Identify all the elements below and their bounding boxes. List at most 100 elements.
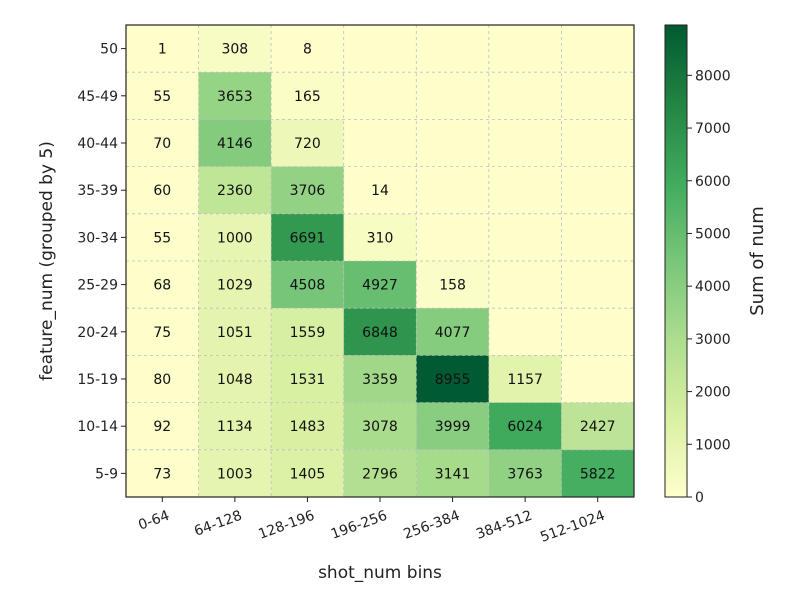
cell-value-label: 1051 xyxy=(217,325,253,341)
heatmap-cell xyxy=(343,213,417,261)
colorbar-tick-label: 8000 xyxy=(695,68,731,84)
heatmap-cell xyxy=(561,355,634,403)
heatmap-gridlines xyxy=(126,25,634,497)
heatmap-cell xyxy=(271,213,344,261)
heatmap-cell xyxy=(416,308,489,356)
heatmap-cell xyxy=(561,119,634,167)
y-axis-title: feature_num (grouped by 5) xyxy=(37,141,57,381)
heatmap-cell xyxy=(126,449,199,497)
cell-value-label: 73 xyxy=(153,466,171,482)
heatmap-cell xyxy=(198,355,272,403)
heatmap-cell xyxy=(126,355,199,403)
heatmap-cell xyxy=(343,261,417,309)
cell-value-label: 80 xyxy=(153,372,171,388)
x-tick-label: 64-128 xyxy=(192,508,244,540)
colorbar-tick-label: 4000 xyxy=(695,279,731,295)
heatmap-cell xyxy=(198,261,272,309)
colorbar-tick-label: 7000 xyxy=(695,121,731,137)
heatmap-cell xyxy=(198,25,272,73)
heatmap-cell xyxy=(198,449,272,497)
cell-value-label: 2427 xyxy=(580,419,616,435)
heatmap-cell xyxy=(126,119,199,167)
heatmap-cell xyxy=(198,308,272,356)
cell-value-label: 5822 xyxy=(580,466,616,482)
cell-value-label: 75 xyxy=(153,325,171,341)
heatmap-cell xyxy=(416,355,489,403)
heatmap-cell xyxy=(488,213,562,261)
cell-value-label: 8 xyxy=(303,42,312,58)
cell-value-label: 1134 xyxy=(217,419,253,435)
cell-value-label: 3359 xyxy=(362,372,398,388)
cell-value-label: 68 xyxy=(153,278,171,294)
plot-frame xyxy=(125,24,635,498)
cell-value-label: 4927 xyxy=(362,278,398,294)
colorbar-ticks: 0 1000 2000 3000 4000 5000 6000 7000 8000 xyxy=(687,68,731,506)
heatmap-cell xyxy=(561,166,634,214)
heatmap-cell xyxy=(343,449,417,497)
cell-value-label: 92 xyxy=(153,419,171,435)
cell-value-label: 165 xyxy=(294,89,321,105)
cell-value-label: 1003 xyxy=(217,466,253,482)
cell-value-label: 55 xyxy=(153,230,171,246)
heatmap-cell xyxy=(343,25,417,73)
heatmap-cell xyxy=(488,119,562,167)
cell-value-label: 1531 xyxy=(290,372,326,388)
heatmap-cell xyxy=(488,261,562,309)
cell-value-label: 6691 xyxy=(290,230,326,246)
cell-value-label: 3141 xyxy=(435,466,471,482)
heatmap-cell xyxy=(126,25,199,73)
cell-value-label: 158 xyxy=(439,278,466,294)
heatmap-cell xyxy=(126,72,199,120)
heatmap-cell xyxy=(561,402,634,450)
y-tick-label: 5-9 xyxy=(95,466,118,482)
y-axis-ticks: 50 45-49 40-44 35-39 30-34 25-29 20-24 15-19 10-… xyxy=(77,42,126,482)
y-tick-label: 35-39 xyxy=(77,183,118,199)
heatmap-cell xyxy=(271,166,344,214)
cell-value-label: 1157 xyxy=(507,372,543,388)
heatmap-cell xyxy=(343,402,417,450)
heatmap-cell xyxy=(271,355,344,403)
heatmap-cell xyxy=(271,72,344,120)
cell-value-label: 70 xyxy=(153,136,171,152)
x-axis-title: shot_num bins xyxy=(318,563,442,583)
colorbar-tick-label: 3000 xyxy=(695,332,731,348)
heatmap-cell xyxy=(126,213,199,261)
heatmap-cell xyxy=(416,261,489,309)
cell-value-label: 720 xyxy=(294,136,321,152)
heatmap-cell xyxy=(343,166,417,214)
heatmap-cell xyxy=(126,308,199,356)
heatmap-cell xyxy=(271,119,344,167)
heatmap-cell xyxy=(343,308,417,356)
cell-value-label: 1559 xyxy=(290,325,326,341)
heatmap-cell xyxy=(198,119,272,167)
x-tick-label: 0-64 xyxy=(136,508,171,534)
y-tick-label: 50 xyxy=(100,42,118,58)
cell-value-label: 8955 xyxy=(435,372,471,388)
heatmap-cell xyxy=(416,213,489,261)
heatmap-cell xyxy=(343,119,417,167)
heatmap-cell xyxy=(561,308,634,356)
cell-value-label: 14 xyxy=(371,183,389,199)
cell-value-label: 55 xyxy=(153,89,171,105)
heatmap-cell xyxy=(561,261,634,309)
heatmap-cell xyxy=(488,308,562,356)
heatmap-cell xyxy=(271,449,344,497)
heatmap-cell xyxy=(561,213,634,261)
cell-value-label: 2796 xyxy=(362,466,398,482)
colorbar-tick-label: 1000 xyxy=(695,437,731,453)
heatmap-cell xyxy=(488,355,562,403)
colorbar-tick-label: 0 xyxy=(695,490,704,506)
heatmap-cell xyxy=(488,449,562,497)
colorbar: 0 1000 2000 3000 4000 5000 6000 7000 8000 Sum of… xyxy=(664,24,768,506)
cell-value-label: 1029 xyxy=(217,278,253,294)
cell-value-label: 60 xyxy=(153,183,171,199)
heatmap-cell xyxy=(488,402,562,450)
heatmap-cell xyxy=(271,308,344,356)
heatmap-cell xyxy=(416,119,489,167)
heatmap-value-labels: 1 308 8 55 3653 165 70 4146 720 60 2360 3706 14 55 100… xyxy=(153,42,615,483)
heatmap-cell xyxy=(416,166,489,214)
x-tick-label: 196-256 xyxy=(329,508,390,543)
cell-value-label: 3653 xyxy=(217,89,253,105)
heatmap-cell xyxy=(488,72,562,120)
y-tick-label: 25-29 xyxy=(77,278,118,294)
